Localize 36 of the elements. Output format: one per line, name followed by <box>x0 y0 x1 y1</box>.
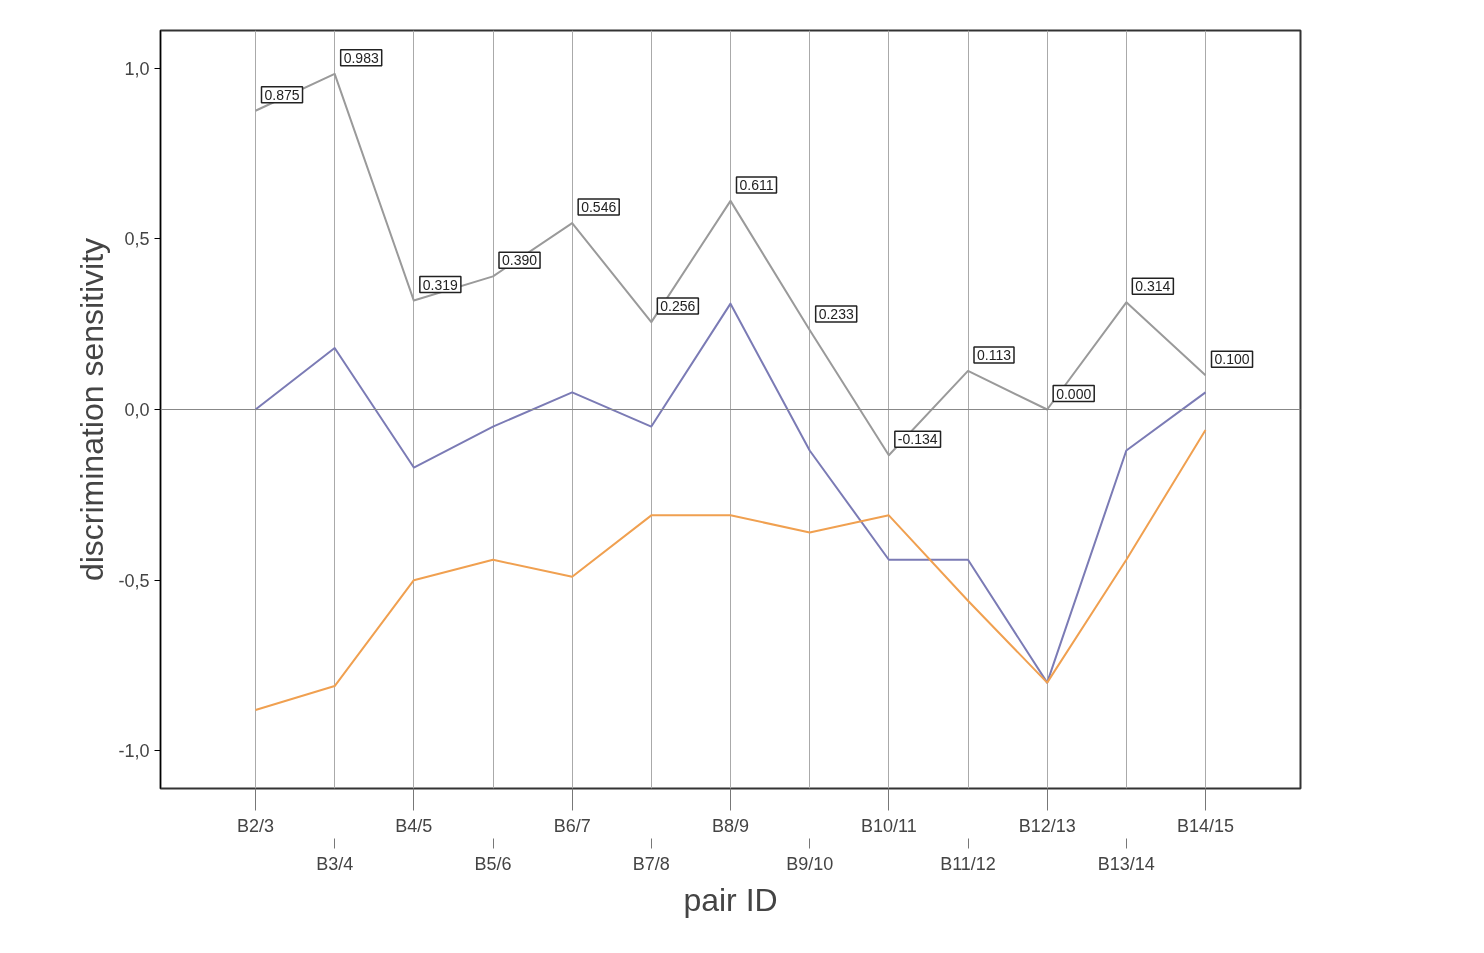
x-tick-label: B2/3 <box>236 815 275 836</box>
data-label: 0.256 <box>660 298 696 315</box>
data-label: 0.000 <box>1056 385 1092 402</box>
x-tick-label: B10/11 <box>860 815 917 836</box>
x-tick-label: B7/8 <box>632 853 670 874</box>
data-label: 0.319 <box>422 276 459 293</box>
x-tick-label: B6/7 <box>553 815 591 836</box>
data-label: 0.611 <box>739 176 774 193</box>
data-label: 0.546 <box>581 199 617 216</box>
data-label: 0.113 <box>977 346 1012 363</box>
data-label: 0.233 <box>818 305 854 322</box>
y-axis-title: discrimination sensitivity <box>74 237 111 582</box>
x-axis-title: pair ID <box>683 881 778 918</box>
x-tick-label: B12/13 <box>1018 815 1076 836</box>
y-tick-label: 1,0 <box>124 58 150 79</box>
y-tick-label: 0,5 <box>124 229 150 250</box>
data-label: 0.390 <box>502 252 538 269</box>
data-label: 0.100 <box>1214 351 1250 368</box>
line-series <box>254 428 1207 711</box>
x-tick-label: B8/9 <box>711 815 750 836</box>
x-tick-label: B11/12 <box>940 853 996 874</box>
x-tick-label: B4/5 <box>395 815 433 836</box>
data-label: 0.314 <box>1135 278 1171 295</box>
y-tick-label: 0,0 <box>124 400 150 420</box>
x-tick-label: B14/15 <box>1176 815 1235 836</box>
y-tick-label: -1,0 <box>118 741 150 762</box>
x-tick-label: B9/10 <box>786 853 834 874</box>
line-series <box>254 302 1207 684</box>
data-label: 0.983 <box>343 49 379 66</box>
x-tick-label: B3/4 <box>316 853 354 874</box>
y-tick-label: -0,5 <box>118 570 150 591</box>
data-label: 0.875 <box>264 86 300 103</box>
data-label: -0.134 <box>897 431 938 448</box>
line-series <box>254 72 1207 457</box>
x-tick-label: B13/14 <box>1097 853 1155 874</box>
x-tick-label: B5/6 <box>474 853 512 874</box>
